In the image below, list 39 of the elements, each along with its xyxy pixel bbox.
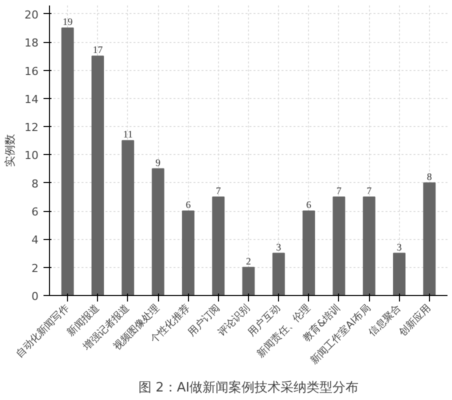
bar <box>272 252 285 296</box>
bar <box>362 196 376 296</box>
bar <box>152 168 164 296</box>
y-tick-label: 6 <box>32 206 38 219</box>
y-tick-label: 8 <box>32 177 38 190</box>
data-label: 6 <box>306 200 312 212</box>
data-label: 11 <box>123 130 133 141</box>
data-label: 17 <box>92 45 103 56</box>
bar <box>92 56 104 296</box>
bar <box>212 196 225 296</box>
bar <box>242 266 255 296</box>
data-label: 2 <box>246 256 251 268</box>
y-tick-label: 20 <box>24 8 39 22</box>
text: 图 2：AI做新闻案例技术采纳类型分布 <box>138 380 359 396</box>
y-tick-label: 4 <box>32 234 38 247</box>
y-tick-label: 12 <box>24 121 39 134</box>
data-label: 19 <box>62 17 73 28</box>
bar <box>393 252 406 296</box>
data-label: 7 <box>366 186 372 197</box>
y-tick-label: 18 <box>24 36 39 50</box>
data-label: 3 <box>396 242 402 254</box>
bar <box>302 210 316 296</box>
bar <box>423 182 436 296</box>
y-tick-label: 0 <box>32 290 38 303</box>
data-label: 9 <box>156 158 161 169</box>
y-axis-title: 实例数 <box>4 134 17 167</box>
data-label: 7 <box>216 186 221 197</box>
y-tick-label: 2 <box>32 262 38 275</box>
data-label: 7 <box>336 186 342 197</box>
data-label: 3 <box>276 242 282 254</box>
data-label: 8 <box>426 172 432 183</box>
data-label: 6 <box>186 200 191 212</box>
bar <box>122 140 134 296</box>
bar <box>332 196 346 296</box>
y-tick-label: 14 <box>24 92 39 106</box>
bar <box>61 28 74 296</box>
y-tick-label: 10 <box>24 149 39 162</box>
bar <box>182 210 194 296</box>
y-tick-label: 16 <box>24 64 39 78</box>
